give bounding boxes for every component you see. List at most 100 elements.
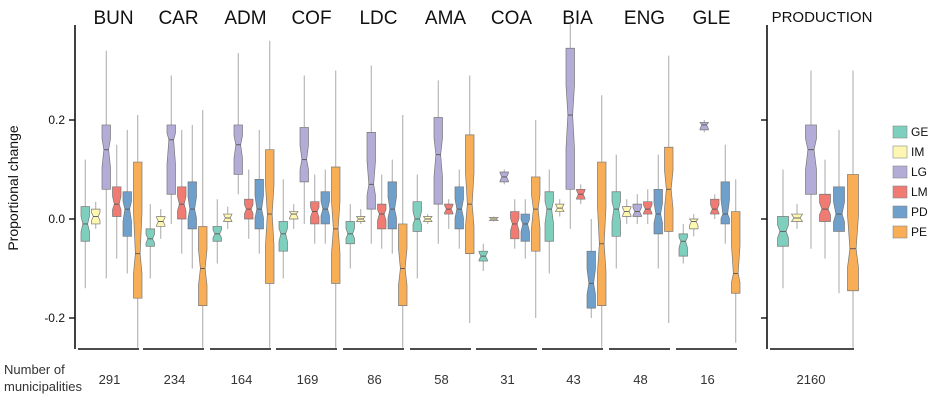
box-body <box>112 186 122 217</box>
count-title-line-2: municipalities <box>4 379 83 394</box>
box-body <box>611 191 621 237</box>
legend-swatch <box>892 125 908 139</box>
box-im <box>488 216 500 222</box>
box-body <box>288 211 299 220</box>
box-body <box>847 174 859 292</box>
box-body <box>465 134 475 254</box>
box-body <box>731 211 741 294</box>
box-body <box>299 127 309 183</box>
y-tick-label: 0.0 <box>48 212 65 226</box>
box-lg <box>101 50 111 279</box>
panel-title: PRODUCTION <box>772 9 873 26</box>
box-body <box>310 201 320 225</box>
box-pe <box>597 95 607 348</box>
box-ge <box>345 204 355 269</box>
box-lg <box>565 23 575 229</box>
panel-title: ADM <box>224 8 266 29</box>
box-lm <box>643 189 653 224</box>
box-pe <box>731 179 741 343</box>
panel-title: COF <box>291 8 331 29</box>
box-pe <box>664 55 674 323</box>
box-body <box>187 181 197 230</box>
municipality-count: 16 <box>700 372 714 387</box>
box-pd <box>586 219 596 318</box>
municipality-count: 43 <box>566 372 580 387</box>
panel-ldc: LDC 86 <box>343 8 408 387</box>
panel-title: GLE <box>692 8 730 29</box>
municipality-count: 234 <box>164 372 186 387</box>
box-lm <box>819 159 831 259</box>
panel-title: COA <box>491 8 533 29</box>
panel-eng: ENG 48 <box>609 8 674 387</box>
legend-label: PE <box>911 225 927 239</box>
legend-swatch <box>892 225 908 239</box>
municipality-count: 169 <box>297 372 319 387</box>
box-im <box>91 201 101 229</box>
box-pe <box>265 40 275 348</box>
box-lm <box>576 184 586 205</box>
box-pd <box>653 154 663 269</box>
legend-label: PD <box>911 205 928 219</box>
box-lg <box>166 75 176 224</box>
panel-title: BIA <box>562 8 593 29</box>
municipality-count: 48 <box>633 372 647 387</box>
box-lm <box>310 174 320 244</box>
box-body <box>510 211 520 240</box>
box-im <box>355 209 366 224</box>
box-pe <box>133 115 143 348</box>
box-body <box>177 186 187 220</box>
production-y-axis <box>761 25 768 349</box>
box-pe <box>531 120 541 318</box>
legend: GE IM LG LM PD PE <box>892 125 928 239</box>
box-pe <box>847 70 859 348</box>
box-body <box>198 226 208 306</box>
box-pd <box>122 129 132 274</box>
box-lm <box>710 194 720 219</box>
box-body <box>387 181 397 230</box>
legend-swatch <box>892 205 908 219</box>
box-lg <box>805 70 817 249</box>
box-body <box>433 117 443 205</box>
box-body <box>643 201 653 215</box>
box-lm <box>112 144 122 259</box>
y-tick-label: -0.2 <box>44 311 65 325</box>
box-body <box>145 228 155 247</box>
legend-item-lg: LG <box>892 165 927 179</box>
panel-title: ENG <box>624 8 665 29</box>
box-body <box>597 161 607 306</box>
box-lm <box>244 169 254 239</box>
box-ge <box>611 154 621 269</box>
box-body <box>398 223 408 306</box>
panel-cof: COF 169 <box>276 8 341 387</box>
legend-item-pd: PD <box>892 205 928 219</box>
left-y-axis: 0.2 0.0 -0.2 <box>44 25 76 349</box>
municipality-count: 2160 <box>797 372 826 387</box>
box-body <box>233 124 243 175</box>
box-lg <box>632 194 642 224</box>
box-body <box>710 198 720 215</box>
box-body <box>133 161 143 299</box>
legend-item-lm: LM <box>892 185 928 199</box>
box-im <box>790 204 804 229</box>
box-ge <box>212 199 222 264</box>
box-ge <box>412 174 422 279</box>
box-im <box>554 199 565 217</box>
legend-label: LG <box>911 165 927 179</box>
box-pd <box>187 124 197 269</box>
box-body <box>805 124 817 195</box>
box-im <box>688 214 699 237</box>
box-body <box>345 221 355 245</box>
box-body <box>632 203 642 217</box>
box-body <box>520 213 530 242</box>
box-body <box>531 176 541 252</box>
box-im <box>222 206 233 229</box>
box-body <box>412 201 422 232</box>
box-lg <box>699 120 710 133</box>
count-title-line-1: Number of <box>4 362 65 377</box>
y-axis-label: Proportional change <box>5 125 21 251</box>
box-body <box>265 149 275 284</box>
box-body <box>565 47 575 190</box>
panel-title: AMA <box>425 8 467 29</box>
box-body <box>819 193 831 222</box>
